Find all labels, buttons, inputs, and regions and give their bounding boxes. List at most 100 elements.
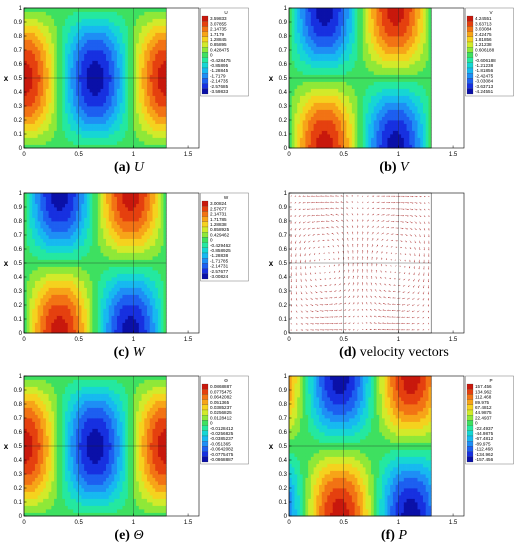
legend-swatch [467, 42, 473, 47]
y-tick-label: 1 [284, 374, 288, 380]
y-tick-label: 0.6 [279, 62, 288, 68]
x-tick-label: 0 [287, 337, 291, 343]
y-tick-label: 0.1 [14, 317, 23, 323]
legend-swatch [467, 47, 473, 52]
y-tick-label: 0.6 [279, 247, 288, 253]
y-tick-label: 0.4 [279, 275, 288, 281]
caption-label: (a) [114, 160, 130, 175]
caption-symbol: U [134, 160, 144, 175]
caption-symbol: V [400, 160, 409, 175]
contour-fill [289, 8, 432, 148]
legend-swatch [467, 32, 473, 37]
legend-swatch [467, 68, 473, 73]
y-tick-label: 0.4 [279, 90, 288, 96]
y-tick-label: 0.9 [14, 20, 23, 26]
y-tick-label: 1 [284, 191, 288, 197]
legend-swatch [467, 37, 473, 42]
caption-w: (c) W [0, 345, 258, 361]
legend-swatch [467, 405, 473, 410]
legend-swatch [202, 389, 208, 394]
legend-swatch [202, 73, 208, 78]
x-tick-label: 0.5 [75, 337, 84, 343]
legend-swatch [202, 415, 208, 420]
y-tick-label: 0.5 [279, 444, 288, 450]
contour-fill [289, 376, 432, 516]
legend-swatch [467, 21, 473, 26]
legend-swatch [202, 420, 208, 425]
legend-swatch [202, 52, 208, 57]
contour-fill [24, 8, 167, 148]
y-tick-label: 0.2 [14, 303, 23, 309]
y-tick-label: 0.3 [14, 289, 23, 295]
x-tick-label: 0.5 [75, 152, 84, 158]
legend-swatch [467, 389, 473, 394]
x-tick-label: 1.5 [449, 152, 458, 158]
x-tick-label: 1 [397, 152, 401, 158]
y-tick-label: 0.8 [279, 402, 288, 408]
y-tick-label: 0.8 [14, 402, 23, 408]
y-tick-label: 0.9 [279, 388, 288, 394]
legend-swatch [202, 441, 208, 446]
y-tick-label: 0.5 [279, 261, 288, 267]
legend-swatch [202, 400, 208, 405]
legend-swatch [467, 410, 473, 415]
y-tick-label: 0.9 [14, 388, 23, 394]
y-axis-label: x [4, 74, 9, 83]
legend-swatch [202, 26, 208, 31]
caption-symbol: P [398, 528, 407, 543]
plot-theta: Θ0.08688870.07754750.06420820.0513650.03… [0, 368, 258, 528]
legend-swatch [202, 237, 208, 242]
y-axis-label: x [269, 442, 274, 451]
legend-swatch [467, 63, 473, 68]
y-tick-label: 0.3 [14, 472, 23, 478]
y-tick-label: 0.7 [14, 48, 23, 54]
legend-swatch [467, 420, 473, 425]
x-tick-label: 0.5 [340, 152, 349, 158]
y-tick-label: 0.6 [14, 247, 23, 253]
legend-swatch [202, 436, 208, 441]
caption-label: (b) [379, 160, 396, 175]
legend-swatch [202, 32, 208, 37]
legend-level: -157.456 [475, 457, 494, 462]
legend-swatch [467, 26, 473, 31]
caption-theta: (e) Θ [0, 528, 258, 544]
y-tick-label: 0.7 [279, 48, 288, 54]
y-tick-label: 0.2 [14, 486, 23, 492]
legend-swatch [202, 405, 208, 410]
y-tick-label: 0.3 [14, 104, 23, 110]
legend-swatch [202, 253, 208, 258]
y-tick-label: 0.6 [14, 430, 23, 436]
y-tick-label: 0.9 [14, 205, 23, 211]
legend-swatch [467, 89, 473, 94]
legend-swatch [202, 452, 208, 457]
legend-swatch [467, 394, 473, 399]
color-legend: Θ0.08688870.07754750.06420820.0513650.03… [201, 376, 249, 464]
y-tick-label: 0.4 [14, 90, 23, 96]
y-tick-label: 0.8 [279, 219, 288, 225]
y-tick-label: 0.6 [279, 430, 288, 436]
legend-swatch [467, 78, 473, 83]
y-tick-label: 0.7 [14, 416, 23, 422]
caption-velocity: (d) velocity vectors [265, 345, 523, 361]
caption-p: (f) P [265, 528, 523, 544]
legend-swatch [202, 206, 208, 211]
legend-level: -3.00824 [210, 274, 229, 279]
legend-swatch [202, 47, 208, 52]
legend-swatch [202, 274, 208, 279]
caption-label: (e) [114, 528, 130, 543]
contour-fill [24, 376, 167, 516]
x-tick-label: 0.5 [75, 520, 84, 526]
legend-swatch [202, 457, 208, 462]
legend-swatch [202, 410, 208, 415]
legend-swatch [467, 441, 473, 446]
y-axis-label: x [4, 259, 9, 268]
y-tick-label: 0.7 [279, 233, 288, 239]
plot-velocity: 00.511.500.10.20.30.40.50.60.70.80.91zx [265, 185, 523, 345]
y-tick-label: 0.3 [279, 104, 288, 110]
panel-velocity: 00.511.500.10.20.30.40.50.60.70.80.91zx … [265, 185, 523, 368]
y-tick-label: 0.8 [279, 34, 288, 40]
color-legend: P157.456134.962112.46889.97567.481244.98… [466, 376, 514, 464]
